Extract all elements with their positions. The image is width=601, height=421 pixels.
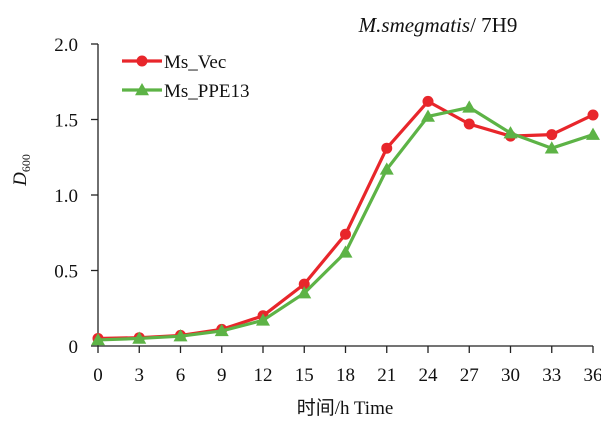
y-tick-label: 0.5: [54, 262, 78, 283]
x-axis-title: 时间/h Time: [297, 397, 394, 419]
x-tick-label: 6: [176, 365, 186, 386]
data-point-ms-ppe13: [173, 329, 188, 342]
x-tick-label: 36: [584, 365, 601, 386]
x-tick-label: 21: [377, 365, 396, 386]
legend: Ms_Vec Ms_PPE13: [122, 52, 250, 102]
x-tick-label: 24: [419, 365, 439, 386]
data-point-ms-ppe13: [132, 331, 147, 344]
data-point-ms-ppe13: [379, 162, 394, 175]
data-point-ms-ppe13: [586, 127, 600, 140]
chart-title-rest: / 7H9: [470, 13, 517, 37]
y-tick-label: 2.0: [54, 35, 78, 56]
data-point-ms-vec: [381, 142, 393, 154]
x-tick-label: 15: [295, 365, 314, 386]
data-point-ms-ppe13: [91, 332, 105, 346]
x-tick-label: 12: [254, 365, 273, 386]
x-tick-label: 18: [336, 365, 355, 386]
legend-label: Ms_PPE13: [164, 81, 250, 102]
y-axis-label-sub: 600: [19, 154, 33, 172]
legend-item-ms-ppe13: Ms_PPE13: [122, 81, 250, 102]
y-tick-label: 1.5: [54, 111, 78, 132]
data-point-ms-ppe13: [503, 126, 518, 139]
data-point-ms-ppe13: [214, 323, 229, 337]
y-axis-ticks: 0 0.5 1.0 1.5 2.0: [54, 35, 98, 358]
x-tick-label: 3: [135, 365, 145, 386]
x-tick-label: 30: [501, 365, 520, 386]
data-point-ms-vec: [587, 109, 599, 121]
data-point-ms-vec: [546, 129, 558, 141]
y-axis-label: D600: [10, 154, 33, 187]
y-tick-label: 0: [69, 337, 79, 358]
series-ms-ppe13: [91, 100, 600, 346]
x-tick-label: 9: [217, 365, 227, 386]
chart-title-italic: M.smegmatis: [358, 13, 470, 37]
legend-swatch-marker: [135, 83, 149, 96]
data-point-ms-vec: [463, 118, 475, 130]
series-ms-vec: [92, 95, 599, 344]
data-point-ms-ppe13: [297, 286, 312, 299]
y-axis-title: D600: [10, 154, 33, 187]
y-tick-label: 1.0: [54, 186, 78, 207]
y-axis-label-main: D: [10, 172, 31, 187]
data-point-ms-vec: [422, 95, 434, 107]
data-point-ms-vec: [340, 228, 351, 240]
data-point-ms-vec: [298, 278, 310, 290]
legend-label: Ms_Vec: [164, 52, 226, 73]
legend-item-ms-vec: Ms_Vec: [122, 52, 226, 73]
data-point-ms-ppe13: [544, 141, 559, 154]
x-tick-label: 27: [460, 365, 479, 386]
data-point-ms-ppe13: [462, 100, 477, 113]
x-tick-label: 0: [93, 365, 103, 386]
data-point-ms-ppe13: [338, 245, 353, 258]
x-axis-ticks: 0 3 6 9 12 15 18 21 24 27 30 33 36: [93, 346, 601, 386]
series-layer: [91, 95, 600, 346]
data-point-ms-ppe13: [421, 109, 435, 122]
data-point-ms-ppe13: [256, 313, 270, 326]
chart-title: M.smegmatis/ 7H9: [358, 13, 518, 37]
series-line-ms-ppe13: [97, 105, 594, 342]
legend-swatch-marker: [136, 55, 148, 67]
x-tick-label: 33: [542, 365, 561, 386]
